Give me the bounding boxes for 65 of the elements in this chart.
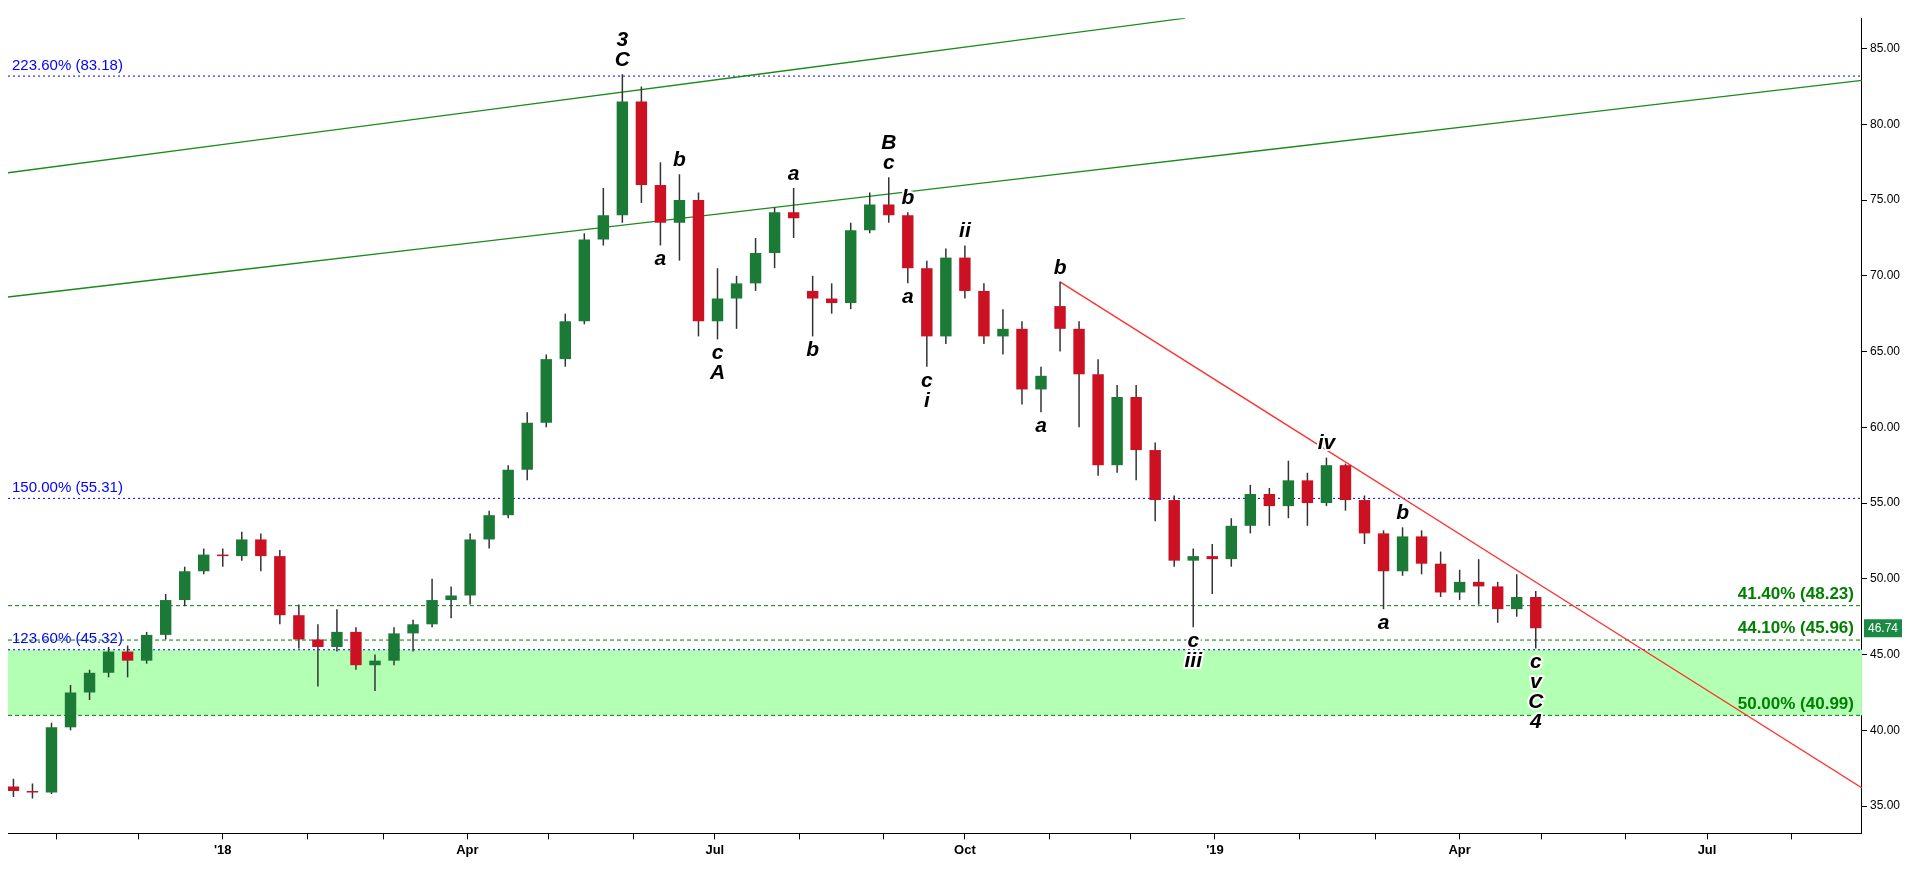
candlestick [1453,569,1466,601]
annotation: b [673,147,687,171]
candlestick [1206,543,1218,595]
x-tick-label: Oct [954,841,977,857]
y-tick-label: 35.00 [1869,798,1901,813]
candlestick [997,308,1009,356]
candlestick [8,778,20,798]
candlestick [236,531,248,562]
x-tick-label: Jul [1697,841,1717,857]
y-tick-label: 45.00 [1869,646,1901,661]
candlestick [445,585,457,619]
annotation: a [654,246,667,270]
x-tick-label: Apr [1448,841,1471,857]
candlestick [198,547,210,576]
candlestick [1301,472,1314,527]
y-tick-label: 40.00 [1869,722,1901,737]
annotation: a [1377,609,1390,633]
candlestick [730,275,743,330]
candlestick [331,608,343,653]
annotation: b [1053,254,1067,278]
annotation: b [901,184,915,208]
candlestick [121,644,134,679]
candlestick [787,187,800,239]
candlestick [1511,573,1523,618]
y-tick-label: 70.00 [1869,268,1901,283]
x-tick-label: Apr [456,841,479,857]
y-tick-label: 85.00 [1869,40,1901,55]
candlestick [312,623,324,688]
x-tick-label: '18 [213,841,232,857]
candlestick [1035,365,1047,413]
x-tick-label: Jul [705,841,725,857]
candlestick [1491,581,1504,624]
y-tick-label: 55.00 [1869,495,1901,510]
annotation: a [901,284,914,308]
ref-line-label: 41.40% (48.23) [1737,583,1854,603]
y-tick-label: 75.00 [1869,192,1901,207]
annotation: b [1396,500,1410,524]
y-tick-label: 80.00 [1869,116,1901,131]
annotation: a [787,160,800,184]
candlestick [255,532,267,573]
candlestick [1054,281,1066,353]
candlestick [369,653,381,692]
annotation: iv [1317,430,1337,454]
candlestick [102,646,115,679]
annotation: 46.74 [1867,620,1899,635]
candlestick [83,669,96,701]
x-tick-label: '19 [1206,841,1224,857]
y-tick-label: 50.00 [1869,571,1901,586]
annotation: b [806,337,820,361]
candlestick [806,275,819,338]
y-tick-label: 60.00 [1869,419,1901,434]
ref-line-label: 44.10% (45.96) [1737,618,1854,638]
annotation: a [1035,412,1048,436]
ref-line-label: 50.00% (40.99) [1737,693,1854,713]
candlestick [673,173,686,262]
annotation: ii [959,218,972,242]
candlestick [1187,547,1199,629]
candlestick [1263,487,1276,527]
candlestick [711,267,724,341]
candlestick [883,176,895,224]
ref-line-label: 123.60% (45.32) [12,629,123,647]
ref-line-label: 150.00% (55.31) [12,478,123,496]
y-tick-label: 65.00 [1869,343,1901,358]
ref-line-label: 223.60% (83.18) [12,55,123,73]
candlestick [407,619,419,653]
